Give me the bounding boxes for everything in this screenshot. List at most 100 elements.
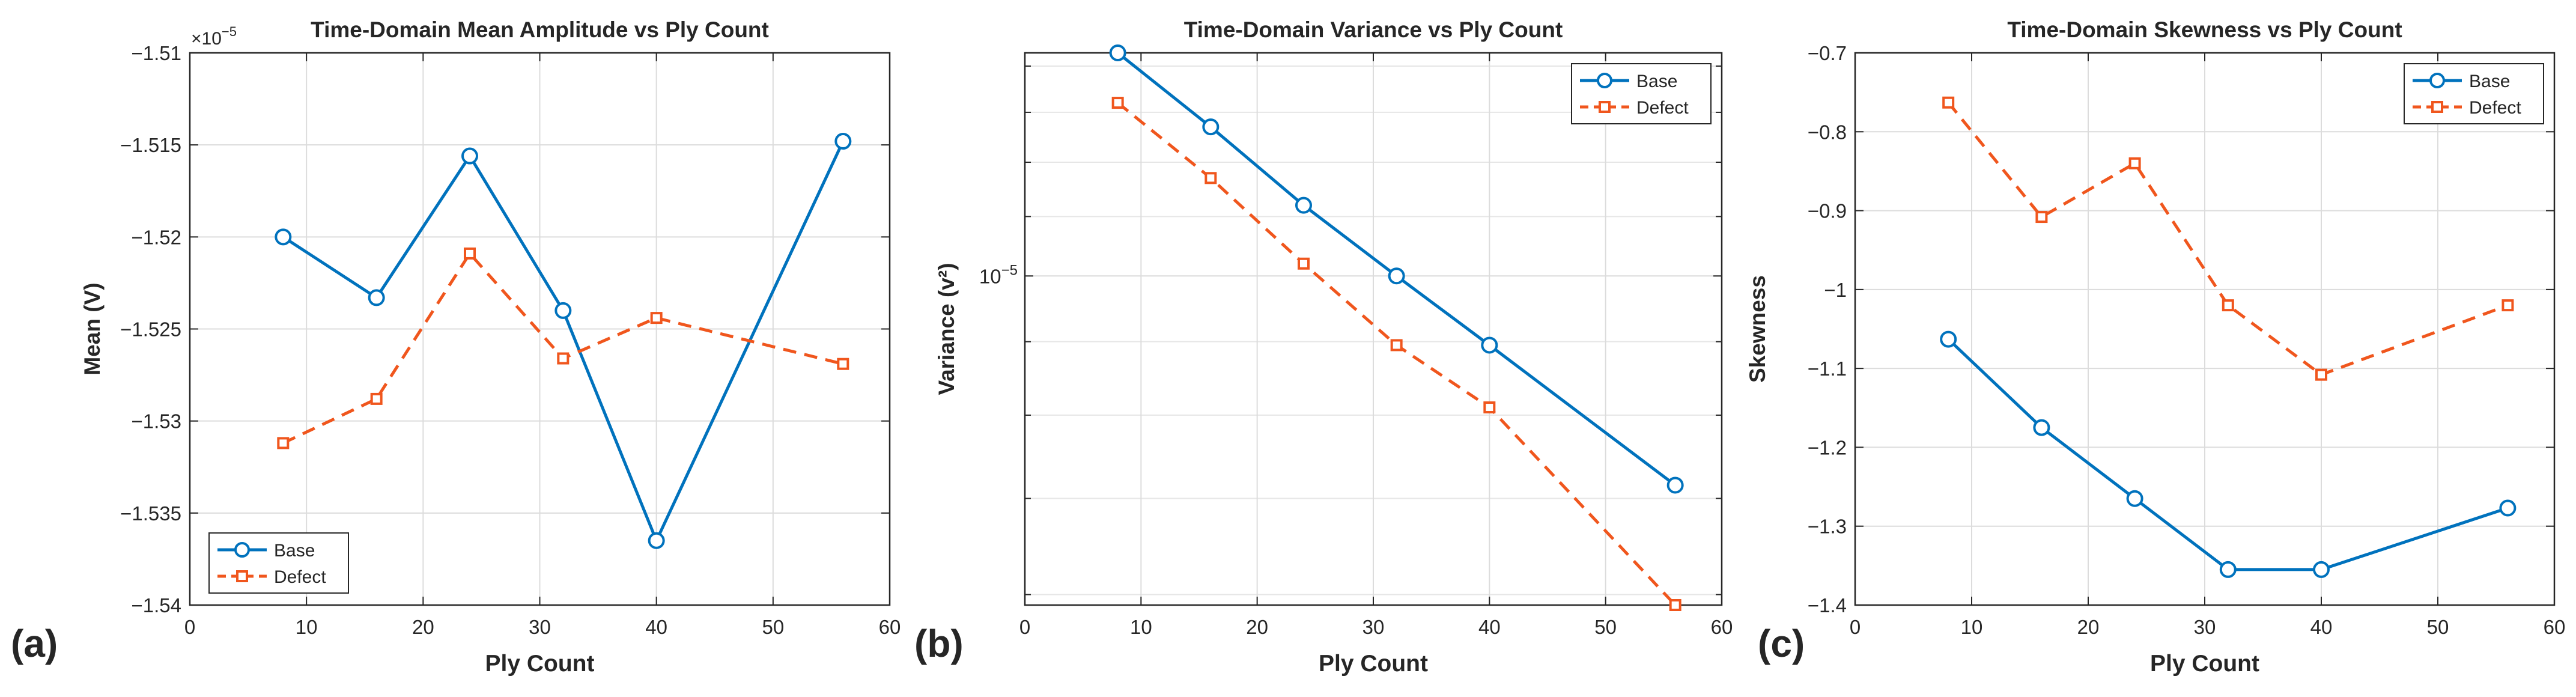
x-tick-label: 0 <box>1850 616 1861 638</box>
legend-label-base: Base <box>1636 72 1677 91</box>
x-tick-label: 10 <box>1130 616 1152 638</box>
x-tick-label: 40 <box>1478 616 1501 638</box>
legend-label-defect: Defect <box>2469 98 2521 118</box>
chart-title: Time-Domain Mean Amplitude vs Ply Count <box>311 17 769 42</box>
y-tick-label: −1.2 <box>1808 436 1847 458</box>
x-tick-label: 0 <box>184 616 195 638</box>
x-tick-label: 30 <box>529 616 551 638</box>
data-point-base <box>2499 499 2517 517</box>
legend-box <box>1571 63 1712 124</box>
x-tick-label: 20 <box>412 616 434 638</box>
panel-label-a: (a) <box>11 622 58 665</box>
x-tick-label: 40 <box>645 616 667 638</box>
data-point-defect <box>2315 368 2327 381</box>
data-point-defect <box>1111 97 1124 109</box>
y-multiplier-label: ×10−5 <box>191 24 237 49</box>
data-point-base <box>461 147 478 165</box>
legend-box <box>208 532 349 594</box>
y-tick-label: −1.1 <box>1808 358 1847 380</box>
legend-marker-defect <box>236 570 248 582</box>
series-line-defect <box>282 252 843 445</box>
legend: Base Defect <box>2404 63 2544 124</box>
data-point-base <box>1481 336 1498 354</box>
panel-label-c: (c) <box>1758 622 1805 665</box>
data-point-defect <box>2128 157 2141 169</box>
x-tick-label: 60 <box>879 616 901 638</box>
y-tick-label: −1.4 <box>1808 594 1847 616</box>
chart-skewness: 0 10 20 30 40 50 60 −0.7 −0.8 −0.9 −1 −1.1 −1.2 −1.3 −… <box>1745 17 2565 677</box>
y-tick-label: −1.52 <box>132 226 182 248</box>
data-point-defect <box>464 247 476 260</box>
chart-mean-amplitude: 0 10 20 30 40 50 60 −1.51 −1.515 −1.52 −1.525 −1.53… <box>80 17 901 677</box>
x-tick-label: 20 <box>2077 616 2100 638</box>
x-tick-label: 50 <box>1594 616 1617 638</box>
y-tick-label: −1.51 <box>132 42 182 64</box>
panel-label-b: (b) <box>914 622 964 665</box>
x-axis-label: Ply Count <box>1319 651 1428 677</box>
y-axis-label: Variance (v²) <box>934 263 959 395</box>
x-tick-label: 60 <box>2544 616 2566 638</box>
data-point-defect <box>277 437 290 449</box>
data-point-defect <box>557 352 570 365</box>
y-tick-label: −0.9 <box>1808 200 1847 222</box>
axes-box <box>1854 52 2556 606</box>
x-tick-label: 50 <box>762 616 784 638</box>
data-point-defect <box>1204 172 1217 184</box>
axes-box <box>189 52 891 606</box>
data-point-base <box>2033 419 2050 436</box>
y-tick-label: −1.515 <box>120 134 181 156</box>
series-line-base <box>1117 52 1677 487</box>
legend-box <box>2404 63 2544 124</box>
data-point-base <box>1202 118 1220 136</box>
y-tick-label: 10−5 <box>979 262 1018 287</box>
data-point-base <box>1388 267 1405 285</box>
x-tick-label: 20 <box>1246 616 1268 638</box>
chart-title: Time-Domain Variance vs Ply Count <box>1184 17 1563 42</box>
legend: Base Defect <box>1571 63 1712 124</box>
x-axis-label: Ply Count <box>485 651 595 677</box>
series-line-defect <box>1117 102 1677 606</box>
x-tick-label: 10 <box>1961 616 1983 638</box>
data-point-defect <box>1298 257 1310 270</box>
series-line-base <box>1947 338 2509 571</box>
x-tick-label: 30 <box>2194 616 2216 638</box>
y-tick-label: −1 <box>1824 279 1847 301</box>
y-tick-label: −1.535 <box>120 502 181 525</box>
legend-marker-base <box>1597 73 1612 88</box>
data-point-base <box>834 133 852 150</box>
legend-label-base: Base <box>274 541 315 561</box>
data-point-defect <box>370 392 383 405</box>
legend-label-defect: Defect <box>1636 98 1689 118</box>
axes-box <box>1024 52 1723 606</box>
y-tick-label: −0.8 <box>1808 121 1847 143</box>
x-tick-label: 0 <box>1019 616 1030 638</box>
data-point-defect <box>837 358 849 370</box>
data-point-base <box>368 289 385 306</box>
legend-label-defect: Defect <box>274 567 326 587</box>
data-point-base <box>2126 490 2143 507</box>
y-tick-label: −1.525 <box>120 318 181 341</box>
legend-label-base: Base <box>2469 72 2510 91</box>
legend-marker-base <box>2429 73 2445 88</box>
legend-marker-defect <box>2431 101 2443 113</box>
y-axis-label: Mean (V) <box>80 282 105 375</box>
data-point-base <box>2313 561 2330 578</box>
x-tick-label: 30 <box>1362 616 1385 638</box>
x-tick-label: 40 <box>2310 616 2333 638</box>
data-point-defect <box>1942 96 1955 109</box>
x-tick-label: 60 <box>1711 616 1733 638</box>
series-line-defect <box>1947 102 2509 377</box>
legend: Base Defect <box>208 532 349 594</box>
y-tick-label: −1.3 <box>1808 516 1847 538</box>
data-point-base <box>2219 561 2237 578</box>
y-tick-label: −0.7 <box>1808 42 1847 64</box>
x-tick-label: 50 <box>2427 616 2449 638</box>
x-tick-label: 10 <box>296 616 318 638</box>
data-point-base <box>648 532 665 549</box>
data-point-base <box>1109 44 1126 61</box>
data-point-defect <box>2502 299 2514 312</box>
y-axis-label: Skewness <box>1745 275 1770 383</box>
data-point-base <box>1666 476 1684 494</box>
data-point-base <box>1295 196 1312 214</box>
legend-marker-defect <box>1599 101 1611 113</box>
